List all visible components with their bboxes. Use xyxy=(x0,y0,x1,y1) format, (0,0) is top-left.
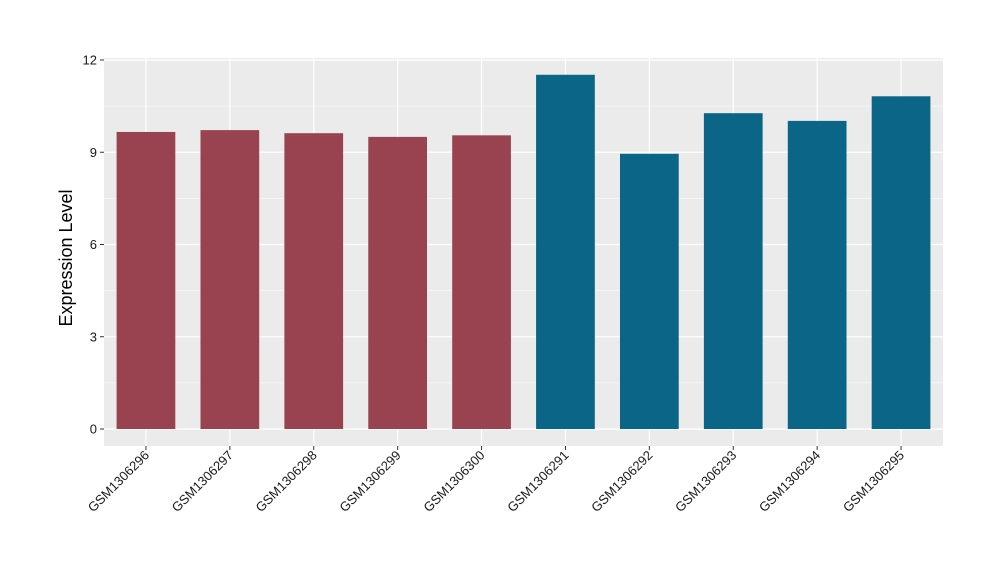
y-tick-label: 0 xyxy=(90,422,97,437)
bar-GSM1306295 xyxy=(871,96,931,429)
y-axis: 0 3 6 9 12 xyxy=(83,53,104,437)
bar-GSM1306294 xyxy=(787,120,847,429)
bar-GSM1306291 xyxy=(536,74,595,429)
x-tick-label: GSM1306292 xyxy=(588,448,655,515)
x-tick-label: GSM1306296 xyxy=(85,448,152,515)
bar-GSM1306300 xyxy=(452,135,511,429)
x-tick-label: GSM1306295 xyxy=(840,448,907,515)
y-tick-label: 9 xyxy=(90,145,97,160)
bar-GSM1306297 xyxy=(200,130,260,430)
x-axis: GSM1306296 GSM1306297 GSM1306298 GSM1306299… xyxy=(85,446,907,515)
bars-group xyxy=(116,74,931,430)
x-tick-label: GSM1306297 xyxy=(169,448,236,515)
x-tick-label: GSM1306293 xyxy=(672,448,739,515)
y-tick-label: 3 xyxy=(90,329,97,344)
y-tick-label: 6 xyxy=(90,237,97,252)
x-tick-label: GSM1306300 xyxy=(420,448,487,515)
bar-GSM1306292 xyxy=(619,153,679,429)
y-tick-label: 12 xyxy=(83,53,97,68)
y-axis-title: Expression Level xyxy=(56,189,76,326)
x-tick-label: GSM1306299 xyxy=(336,448,403,515)
x-tick-label: GSM1306294 xyxy=(756,448,823,515)
x-tick-label: GSM1306298 xyxy=(253,448,320,515)
bar-GSM1306296 xyxy=(116,131,176,429)
bar-GSM1306299 xyxy=(368,136,428,429)
bar-GSM1306298 xyxy=(284,133,344,429)
bar-GSM1306293 xyxy=(703,113,763,429)
x-tick-label: GSM1306291 xyxy=(504,448,571,515)
